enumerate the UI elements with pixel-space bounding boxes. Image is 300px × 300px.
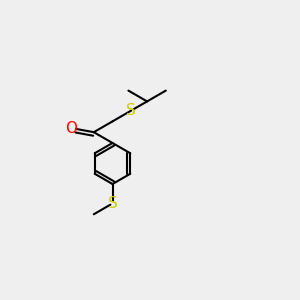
Text: S: S xyxy=(108,196,117,211)
Text: S: S xyxy=(126,103,136,118)
Text: O: O xyxy=(66,122,78,136)
